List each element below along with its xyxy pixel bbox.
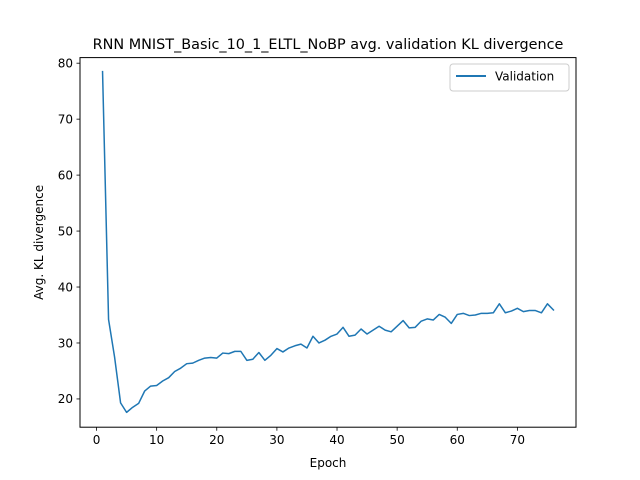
y-tick-label: 40 — [58, 280, 73, 294]
x-tick-label: 60 — [450, 433, 465, 447]
y-tick-label: 20 — [58, 392, 73, 406]
legend-entry-validation: Validation — [495, 70, 554, 84]
x-tick-label: 50 — [389, 433, 404, 447]
x-axis-ticks: 0 10 20 30 40 50 60 70 — [93, 427, 525, 447]
chart-title: RNN MNIST_Basic_10_1_ELTL_NoBP avg. vali… — [93, 37, 564, 53]
x-tick-label: 0 — [93, 433, 101, 447]
y-axis-ticks: 20 30 40 50 60 70 80 — [58, 56, 80, 406]
plot-lines — [101, 70, 555, 414]
y-tick-label: 50 — [58, 224, 73, 238]
plot-frame — [79, 57, 577, 428]
legend-box — [449, 63, 570, 92]
x-axis-label: Epoch — [310, 456, 347, 470]
legend: Validation — [449, 63, 570, 92]
y-tick-label: 30 — [58, 336, 73, 350]
x-tick-label: 70 — [510, 433, 525, 447]
x-tick-label: 10 — [149, 433, 164, 447]
y-tick-label: 60 — [58, 168, 73, 182]
y-axis-label: Avg. KL divergence — [32, 185, 46, 300]
x-tick-label: 40 — [329, 433, 344, 447]
series-line-validation — [101, 70, 555, 414]
y-tick-label: 80 — [58, 56, 73, 70]
x-tick-label: 30 — [269, 433, 284, 447]
y-tick-label: 70 — [58, 112, 73, 126]
x-tick-label: 20 — [209, 433, 224, 447]
